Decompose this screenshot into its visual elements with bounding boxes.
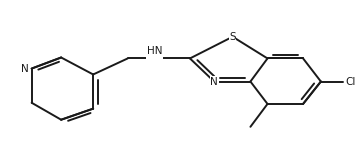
- Text: N: N: [21, 64, 29, 74]
- Text: Cl: Cl: [346, 77, 356, 87]
- Text: N: N: [210, 77, 218, 87]
- Text: S: S: [229, 32, 236, 42]
- Text: HN: HN: [147, 48, 162, 58]
- Text: HN: HN: [147, 46, 162, 56]
